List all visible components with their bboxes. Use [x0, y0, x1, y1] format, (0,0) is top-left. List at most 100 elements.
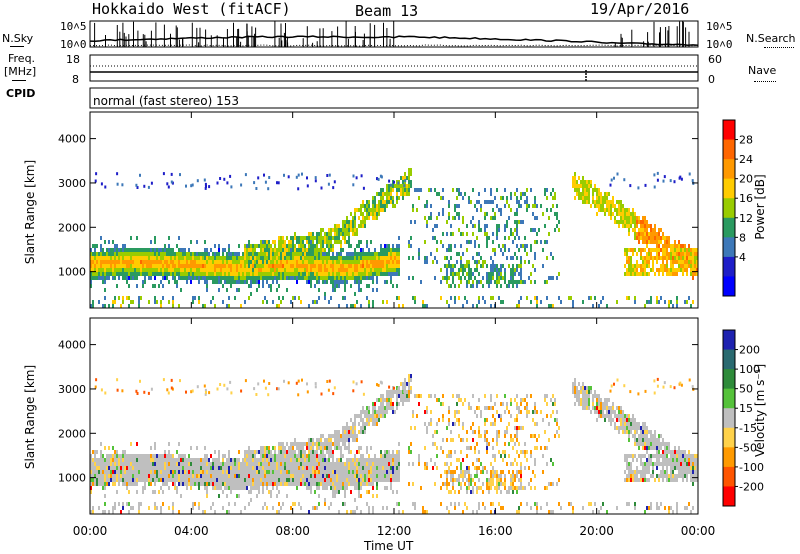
- velocity-cell: [142, 490, 144, 494]
- velocity-cell: [160, 478, 162, 482]
- velocity-cell: [156, 466, 158, 470]
- velocity-cell: [112, 482, 114, 486]
- power-cell: [318, 288, 320, 292]
- power-cell: [297, 173, 300, 177]
- power-cell: [350, 304, 352, 308]
- velocity-cell: [210, 506, 212, 510]
- power-cell: [136, 252, 138, 256]
- power-cell: [234, 272, 236, 276]
- power-cell: [282, 240, 284, 244]
- power-cell: [678, 268, 680, 272]
- velocity-cell: [312, 470, 314, 474]
- power-cell: [484, 200, 486, 204]
- power-cell: [258, 284, 260, 288]
- velocity-cell: [362, 418, 364, 422]
- power-cell: [638, 232, 640, 236]
- power-cell: [220, 256, 222, 260]
- power-cell: [548, 304, 550, 308]
- power-cell: [688, 172, 691, 176]
- velocity-cell: [184, 454, 186, 458]
- power-cell: [138, 264, 140, 268]
- power-cell: [542, 264, 544, 268]
- power-cell: [246, 256, 248, 260]
- velocity-cell: [474, 482, 476, 486]
- power-cell: [466, 280, 468, 284]
- freq-label-2: [MHz]: [4, 65, 37, 78]
- velocity-cell: [338, 490, 340, 494]
- velocity-cell: [294, 458, 296, 462]
- power-cell: [310, 264, 312, 268]
- velocity-cell: [174, 462, 176, 466]
- velocity-cell: [170, 462, 172, 466]
- power-cell: [360, 260, 362, 264]
- power-cell: [516, 280, 518, 284]
- power-cell: [360, 280, 362, 284]
- power-cell: [696, 272, 698, 276]
- velocity-cell: [480, 434, 482, 438]
- power-cell: [254, 260, 256, 264]
- power-cell: [684, 252, 686, 256]
- power-cell: [262, 272, 264, 276]
- velocity-cell: [426, 462, 428, 466]
- power-cell: [272, 264, 274, 268]
- velocity-cell: [152, 470, 154, 474]
- velocity-cell: [192, 462, 194, 466]
- velocity-cell: [312, 506, 314, 510]
- power-cell: [502, 300, 504, 304]
- power-cell: [516, 284, 518, 288]
- power-cell: [142, 256, 144, 260]
- power-cell: [96, 276, 98, 280]
- velocity-cell: [366, 478, 368, 482]
- power-cell: [134, 268, 136, 272]
- power-cell: [516, 232, 518, 236]
- velocity-cell: [442, 402, 444, 406]
- velocity-cell: [134, 458, 136, 462]
- power-cell: [218, 252, 220, 256]
- velocity-cell: [378, 410, 380, 414]
- velocity-cell: [284, 450, 286, 454]
- velocity-cell: [382, 462, 384, 466]
- power-cell: [392, 260, 394, 264]
- power-cell: [326, 232, 328, 236]
- power-cell: [470, 240, 472, 244]
- power-cell: [188, 272, 190, 276]
- power-cell: [370, 260, 372, 264]
- velocity-cell: [234, 466, 236, 470]
- velocity-cell: [350, 510, 352, 514]
- velocity-cell: [160, 466, 162, 470]
- velocity-cell: [234, 502, 236, 506]
- velocity-cell: [234, 478, 236, 482]
- power-cell: [338, 284, 340, 288]
- velocity-cell: [478, 502, 480, 506]
- velocity-cell: [372, 422, 374, 426]
- velocity-cell: [162, 490, 164, 494]
- power-cell: [124, 268, 126, 272]
- velocity-cell: [366, 462, 368, 466]
- velocity-cell: [178, 510, 180, 514]
- power-cell: [484, 300, 486, 304]
- velocity-cell: [302, 482, 304, 486]
- power-cell: [388, 192, 390, 196]
- power-cell: [500, 264, 502, 268]
- power-cell: [300, 268, 302, 272]
- power-cell: [354, 276, 356, 280]
- power-cell: [104, 185, 107, 189]
- velocity-cell: [116, 454, 118, 458]
- power-cell: [546, 296, 548, 300]
- power-cell: [170, 268, 172, 272]
- power-cell: [666, 252, 668, 256]
- power-cell: [408, 180, 410, 184]
- power-cell: [334, 272, 336, 276]
- velocity-cell: [112, 466, 114, 470]
- power-cell: [476, 236, 478, 240]
- power-cell: [118, 252, 120, 256]
- power-cell: [510, 272, 512, 276]
- power-cell: [626, 208, 628, 212]
- power-cell: [338, 276, 340, 280]
- power-cell: [476, 304, 478, 308]
- power-cell: [302, 268, 304, 272]
- velocity-cell: [236, 466, 238, 470]
- power-cell: [262, 268, 264, 272]
- power-cell: [488, 236, 490, 240]
- velocity-cell: [98, 482, 100, 486]
